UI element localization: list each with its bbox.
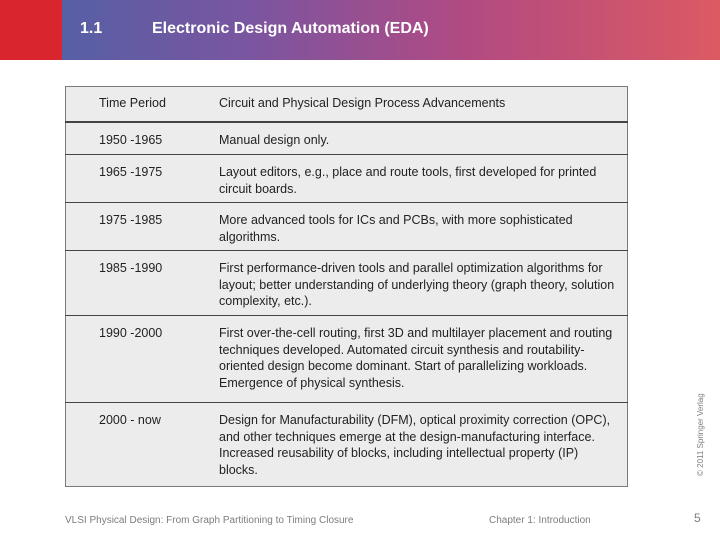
section-number: 1.1 <box>80 20 103 37</box>
advancement-cell: Manual design only. <box>209 121 628 155</box>
table-row: 1950 -1965 Manual design only. <box>65 121 628 155</box>
column-header-advancements: Circuit and Physical Design Process Adva… <box>209 86 628 123</box>
period-cell: 1965 -1975 <box>65 154 209 203</box>
period-cell: 1985 -1990 <box>65 250 209 316</box>
table-row: 1985 -1990 First performance-driven tool… <box>65 250 628 316</box>
advancement-cell: Design for Manufacturability (DFM), opti… <box>209 402 628 487</box>
eda-history-table: Time Period Circuit and Physical Design … <box>65 86 628 487</box>
period-cell: 1975 -1985 <box>65 202 209 251</box>
table-row: 1965 -1975 Layout editors, e.g., place a… <box>65 154 628 203</box>
copyright-notice: © 2011 Springer Verlag <box>696 393 705 476</box>
advancement-cell: First performance-driven tools and paral… <box>209 250 628 316</box>
slide-title: Electronic Design Automation (EDA) <box>152 20 429 37</box>
slide-header: 1.1 Electronic Design Automation (EDA) <box>0 0 720 60</box>
table-header-row: Time Period Circuit and Physical Design … <box>65 86 628 123</box>
footer-chapter: Chapter 1: Introduction <box>489 515 591 526</box>
period-cell: 2000 - now <box>65 402 209 487</box>
table-row: 2000 - now Design for Manufacturability … <box>65 402 628 487</box>
column-header-time-period: Time Period <box>65 86 209 123</box>
period-cell: 1990 -2000 <box>65 315 209 403</box>
table-row: 1990 -2000 First over-the-cell routing, … <box>65 315 628 403</box>
period-cell: 1950 -1965 <box>65 121 209 155</box>
header-accent-block <box>0 0 62 60</box>
page-number: 5 <box>694 511 701 525</box>
advancement-cell: First over-the-cell routing, first 3D an… <box>209 315 628 403</box>
footer-book-title: VLSI Physical Design: From Graph Partiti… <box>65 515 354 526</box>
table-row: 1975 -1985 More advanced tools for ICs a… <box>65 202 628 251</box>
advancement-cell: More advanced tools for ICs and PCBs, wi… <box>209 202 628 251</box>
advancement-cell: Layout editors, e.g., place and route to… <box>209 154 628 203</box>
